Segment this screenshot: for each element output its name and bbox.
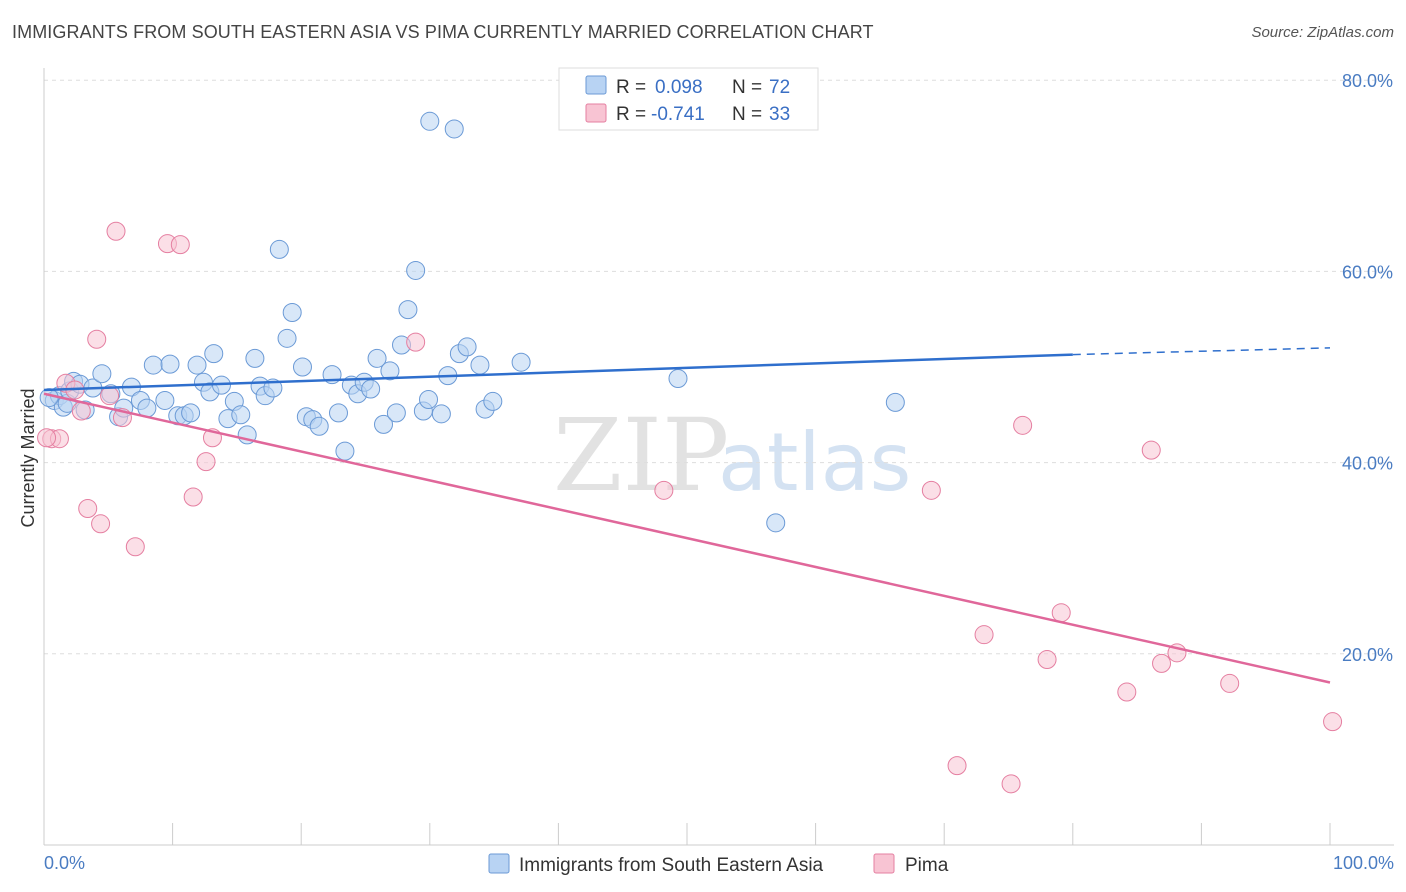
y-axis-label: Currently Married [18, 388, 38, 527]
legend-swatch-pink [585, 103, 607, 123]
chart-title: IMMIGRANTS FROM SOUTH EASTERN ASIA VS PI… [12, 22, 874, 42]
data-point [1152, 653, 1172, 673]
data-point [1037, 650, 1057, 670]
data-point [367, 348, 387, 368]
data-point [328, 403, 348, 423]
data-point [766, 513, 786, 533]
data-point [1220, 673, 1240, 693]
data-point [170, 235, 190, 255]
data-point [398, 300, 418, 320]
data-point [885, 392, 905, 412]
series-pima-points [37, 221, 1343, 794]
data-point [974, 625, 994, 645]
data-point [1117, 682, 1137, 702]
data-point [511, 352, 531, 372]
data-point [155, 390, 175, 410]
watermark-zip: ZIP [553, 397, 729, 514]
data-point [181, 403, 201, 423]
data-point [282, 303, 302, 323]
y-tick-label: 20.0% [1342, 645, 1393, 665]
y-tick-label: 80.0% [1342, 71, 1393, 91]
data-point [309, 416, 329, 436]
data-point [160, 354, 180, 374]
series-legend: Immigrants from South Eastern Asia Pima [488, 853, 949, 876]
data-point [457, 337, 477, 357]
bottom-legend-label-immigrants: Immigrants from South Eastern Asia [519, 855, 824, 876]
data-point [92, 364, 112, 384]
data-point [419, 390, 439, 410]
data-point [420, 111, 440, 131]
bottom-legend-label-pima: Pima [905, 855, 949, 876]
legend-n-value-pink: 33 [769, 104, 790, 125]
data-point [263, 378, 283, 398]
y-tick-label: 60.0% [1342, 262, 1393, 282]
data-point [292, 357, 312, 377]
trend-lines [43, 347, 1331, 684]
legend-n-value-blue: 72 [769, 77, 790, 98]
x-axis-ticks [43, 823, 1331, 845]
data-point [483, 391, 503, 411]
bottom-legend-swatch-pink [873, 853, 895, 874]
data-point [187, 355, 207, 375]
data-point [183, 487, 203, 507]
data-point [231, 405, 251, 425]
data-point [91, 514, 111, 534]
data-point [277, 328, 297, 348]
data-point [87, 329, 107, 349]
trend-line-immigrants [43, 353, 1073, 392]
data-point [654, 480, 674, 500]
data-point [1013, 415, 1033, 435]
data-point [335, 441, 355, 461]
data-point [431, 404, 451, 424]
data-point [1323, 712, 1343, 732]
data-point [361, 379, 381, 399]
y-tick-label: 40.0% [1342, 454, 1393, 474]
source-label: Source: ZipAtlas.com [1251, 24, 1394, 41]
data-point [374, 414, 394, 434]
data-point [196, 452, 216, 472]
data-point [921, 480, 941, 500]
data-point [1051, 603, 1071, 623]
legend-r-label-pink: R = [616, 104, 646, 125]
data-point [386, 403, 406, 423]
data-point [143, 355, 163, 375]
legend-r-value-blue: 0.098 [655, 77, 703, 98]
legend-r-value-pink: -0.741 [651, 104, 705, 125]
x-tick-label-max: 100.0% [1333, 853, 1394, 873]
correlation-legend: R = 0.098 N = 72 R = -0.741 N = 33 [558, 67, 819, 131]
legend-n-label-blue: N = [732, 77, 762, 98]
legend-r-label-blue: R = [616, 77, 646, 98]
data-point [78, 498, 98, 518]
data-point [444, 119, 464, 139]
data-point [947, 756, 967, 776]
data-point [204, 344, 224, 364]
data-point [1001, 774, 1021, 794]
data-point [470, 355, 490, 375]
data-point [1141, 440, 1161, 460]
data-point [406, 260, 426, 280]
trend-line-immigrants-extension [1072, 347, 1331, 356]
bottom-legend-swatch-blue [488, 853, 510, 874]
legend-swatch-blue [585, 75, 607, 95]
data-point [269, 239, 289, 259]
data-point [245, 348, 265, 368]
data-point [668, 368, 688, 388]
data-point [406, 332, 426, 352]
data-point [37, 428, 57, 448]
legend-n-label-pink: N = [732, 104, 762, 125]
y-axis-tick-labels: 20.0% 40.0% 60.0% 80.0% [1342, 71, 1393, 665]
data-point [100, 386, 120, 406]
data-point [106, 221, 126, 241]
data-point [380, 361, 400, 381]
trend-line-pima [43, 392, 1331, 684]
x-tick-label-min: 0.0% [44, 853, 85, 873]
data-point [125, 537, 145, 557]
